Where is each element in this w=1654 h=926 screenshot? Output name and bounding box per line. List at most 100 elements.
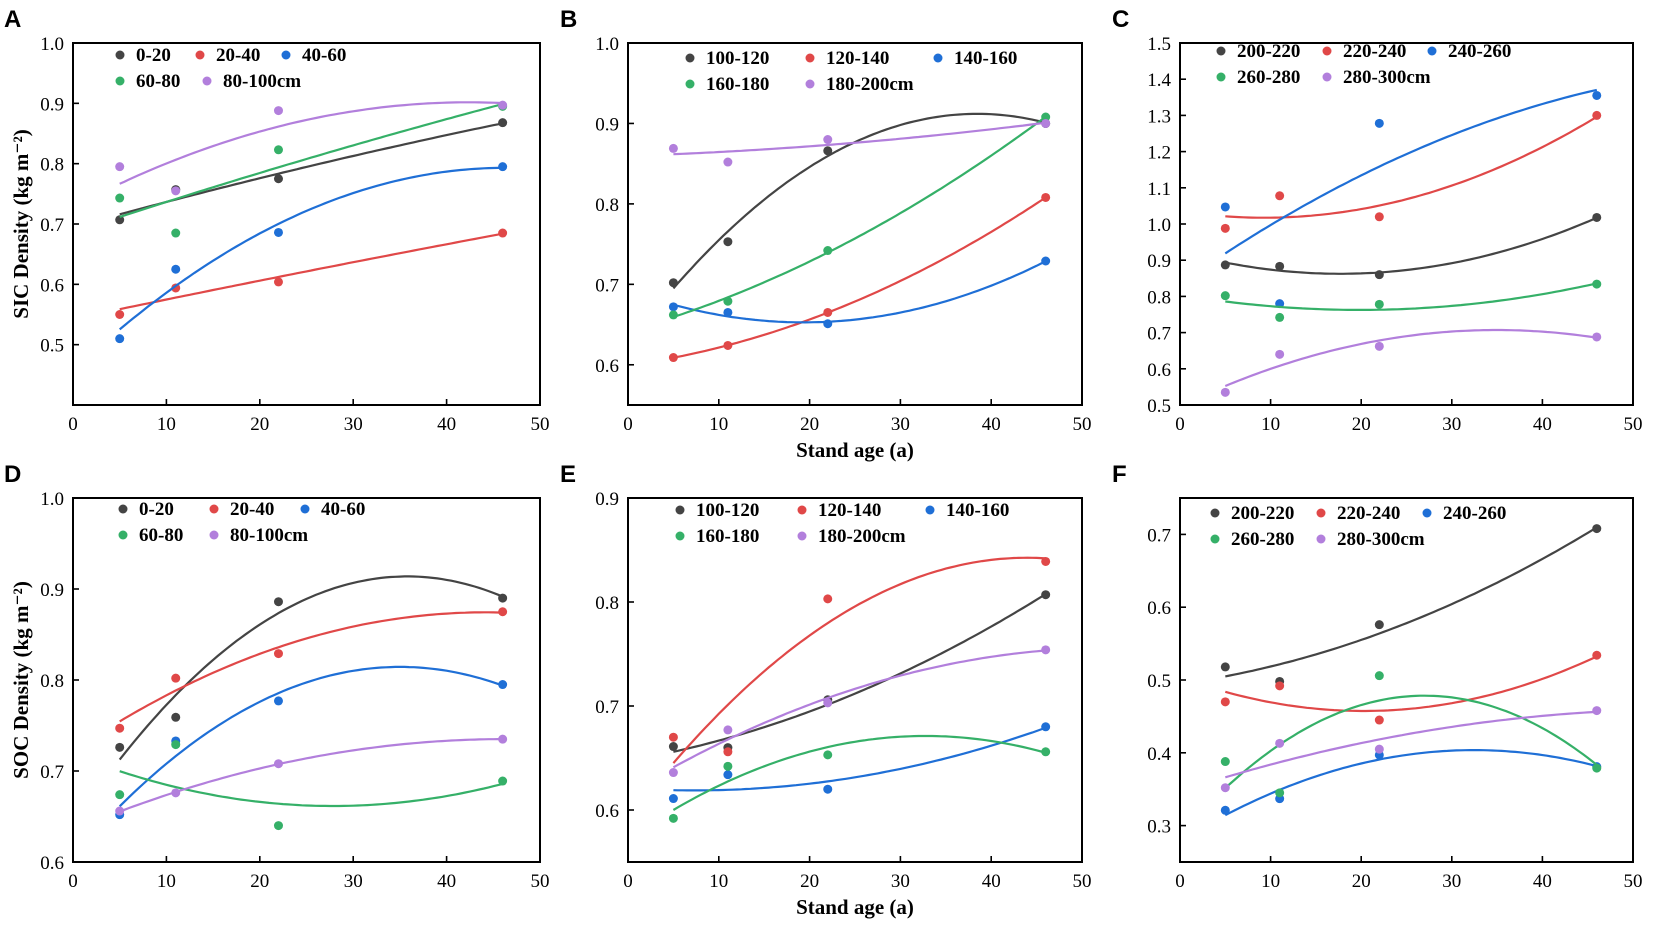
data-point-260-280 xyxy=(1374,671,1384,681)
data-point-60-80 xyxy=(115,790,125,800)
data-point-100-120 xyxy=(823,146,833,156)
data-point-80-100cm xyxy=(273,759,283,769)
y-tick-label: 0.6 xyxy=(40,275,64,296)
fit-curve-160-180 xyxy=(672,734,1046,811)
x-tick-label: 30 xyxy=(891,871,910,892)
x-tick-label: 50 xyxy=(1624,871,1643,892)
data-point-60-80 xyxy=(273,821,283,831)
data-point-60-80 xyxy=(171,228,181,238)
data-point-40-60 xyxy=(498,162,508,172)
data-point-0-20 xyxy=(273,174,283,184)
fit-curve-140-160 xyxy=(673,260,1047,324)
y-tick-label: 0.7 xyxy=(40,762,64,783)
legend-label: 0-20 xyxy=(139,499,174,520)
data-point-120-140 xyxy=(1041,192,1051,202)
y-tick-label: 1.1 xyxy=(1147,179,1171,200)
data-point-220-240 xyxy=(1592,110,1602,120)
legend-label: 40-60 xyxy=(321,499,365,520)
data-point-220-240 xyxy=(1275,681,1285,691)
data-point-80-100cm xyxy=(498,734,508,744)
y-tick-label: 1.5 xyxy=(1147,34,1171,55)
y-axis-title: SIC Density (kg m⁻²) xyxy=(9,129,33,318)
y-tick-label: 0.7 xyxy=(595,697,619,718)
fit-curve-20-40 xyxy=(119,232,503,311)
data-point-20-40 xyxy=(273,277,283,287)
legend-marker xyxy=(933,53,943,63)
panel-C: C 0 10 20 30 40 50 0.5 0.6 0.7 0.8 0.9 1.0 1.1 1.2 1.3 1… xyxy=(1112,6,1643,435)
data-point-160-180 xyxy=(1041,747,1051,757)
legend-label: 60-80 xyxy=(139,525,183,546)
data-point-60-80 xyxy=(498,776,508,786)
data-point-100-120 xyxy=(1041,590,1051,600)
data-point-140-160 xyxy=(823,319,833,329)
x-tick-label: 20 xyxy=(250,414,269,435)
data-point-220-240 xyxy=(1220,223,1230,233)
legend-label: 260-280 xyxy=(1231,529,1294,550)
legend-marker xyxy=(1316,534,1326,544)
x-tick-label: 50 xyxy=(531,871,550,892)
x-tick-label: 30 xyxy=(344,414,363,435)
fit-curve-20-40 xyxy=(119,611,503,723)
y-tick-label: 1.0 xyxy=(40,34,64,55)
data-point-240-260 xyxy=(1220,805,1230,815)
legend-marker xyxy=(805,79,815,89)
data-point-40-60 xyxy=(273,696,283,706)
x-tick-label: 10 xyxy=(1261,414,1280,435)
data-point-200-220 xyxy=(1220,260,1230,270)
data-point-0-20 xyxy=(273,597,283,607)
data-point-140-160 xyxy=(668,794,678,804)
fit-curve-220-240 xyxy=(1225,115,1598,219)
fit-curve-0-20 xyxy=(118,575,504,761)
y-tick-label: 0.7 xyxy=(1147,324,1171,345)
y-tick-label: 0.7 xyxy=(1147,525,1171,546)
legend-marker xyxy=(1422,508,1432,518)
data-point-100-120 xyxy=(723,237,733,247)
legend-marker xyxy=(1322,46,1332,56)
fit-curve-260-280 xyxy=(1224,694,1598,790)
legend-label: 180-200cm xyxy=(818,526,906,547)
legend-marker xyxy=(925,505,935,515)
panel-letter: E xyxy=(560,461,576,488)
legend-marker xyxy=(209,530,219,540)
axis-frame xyxy=(627,497,1083,863)
x-tick-label: 40 xyxy=(1533,871,1552,892)
y-tick-label: 0.8 xyxy=(40,671,64,692)
legend-label: 220-240 xyxy=(1337,503,1400,524)
data-point-180-200cm xyxy=(723,725,733,735)
legend-label: 40-60 xyxy=(302,45,346,66)
x-tick-label: 0 xyxy=(623,871,633,892)
data-point-20-40 xyxy=(115,723,125,733)
legend-label: 180-200cm xyxy=(826,74,914,95)
fit-curve-80-100cm xyxy=(119,101,503,185)
data-point-200-220 xyxy=(1592,524,1602,534)
legend-marker xyxy=(1216,72,1226,82)
y-tick-label: 0.6 xyxy=(40,853,64,874)
fit-curve-60-80 xyxy=(119,103,503,218)
data-point-280-300cm xyxy=(1220,387,1230,397)
x-tick-label: 40 xyxy=(1533,414,1552,435)
x-tick-label: 20 xyxy=(1352,414,1371,435)
fit-curve-120-140 xyxy=(673,196,1047,359)
legend-label: 140-160 xyxy=(954,48,1017,69)
legend-label: 60-80 xyxy=(136,71,180,92)
legend-marker xyxy=(281,50,291,60)
panel-letter: B xyxy=(560,6,577,33)
x-tick-label: 0 xyxy=(1175,871,1185,892)
data-point-120-140 xyxy=(1041,556,1051,566)
legend-label: 140-160 xyxy=(946,500,1009,521)
data-point-40-60 xyxy=(171,264,181,274)
y-tick-label: 0.6 xyxy=(1147,598,1171,619)
x-tick-label: 40 xyxy=(982,414,1001,435)
fit-curve-0-20 xyxy=(119,122,503,216)
axis-frame xyxy=(1179,497,1634,863)
data-point-80-100cm xyxy=(115,806,125,816)
x-axis-title: Stand age (a) xyxy=(796,438,914,462)
y-tick-label: 1.0 xyxy=(1147,215,1171,236)
data-point-80-100cm xyxy=(115,162,125,172)
data-point-20-40 xyxy=(498,607,508,617)
fit-curve-240-260 xyxy=(1224,749,1598,817)
y-tick-label: 0.5 xyxy=(1147,396,1171,417)
x-tick-label: 30 xyxy=(891,414,910,435)
legend-marker xyxy=(1210,534,1220,544)
